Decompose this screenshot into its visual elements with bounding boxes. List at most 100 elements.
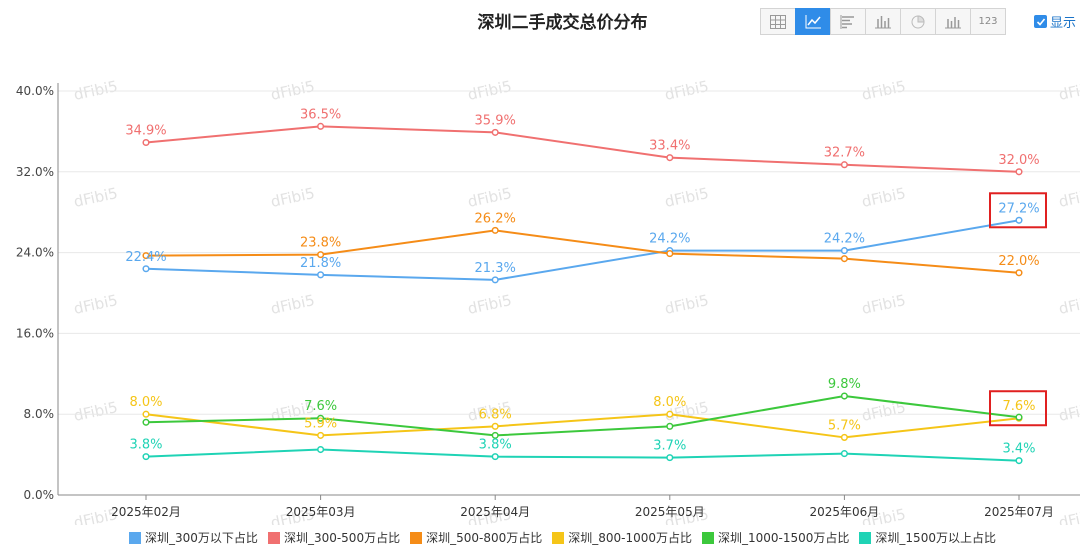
legend-label: 深圳_800-1000万占比 — [568, 531, 692, 545]
x-tick-label: 2025年03月 — [286, 505, 356, 519]
data-label: 22.4% — [125, 250, 166, 265]
data-label: 26.2% — [475, 211, 516, 226]
data-point — [317, 431, 325, 439]
data-point — [840, 433, 848, 441]
data-point — [1015, 168, 1023, 176]
watermark-text: dFibi5 — [663, 291, 710, 318]
data-label: 8.0% — [653, 395, 686, 410]
data-point — [142, 265, 150, 273]
pie-chart-icon — [911, 14, 925, 28]
table-icon — [770, 14, 786, 29]
watermark-text: dFibi5 — [860, 77, 907, 104]
legend-swatch — [129, 531, 142, 544]
show-values-toggle[interactable]: 显示 — [1034, 12, 1076, 31]
legend-item[interactable]: 深圳_300万以下占比 — [129, 529, 258, 546]
series-line — [145, 448, 1020, 462]
legend-item[interactable]: 深圳_1000-1500万占比 — [702, 529, 849, 546]
chart-type-toolbar: 123 — [760, 8, 1006, 36]
data-label: 23.8% — [300, 236, 341, 251]
data-point — [491, 128, 499, 136]
y-tick-label: 32.0% — [16, 165, 54, 179]
x-tick-label: 2025年06月 — [809, 505, 879, 519]
series-line — [145, 413, 1020, 439]
legend-label: 深圳_1500万以上占比 — [875, 531, 996, 545]
data-point — [491, 226, 499, 234]
pie-chart-button[interactable] — [900, 8, 936, 35]
data-point — [317, 414, 325, 422]
data-label: 21.8% — [300, 256, 341, 271]
x-tick-label: 2025年07月 — [984, 505, 1054, 519]
watermark-text: dFibi5 — [466, 184, 513, 211]
stacked-bar-icon — [945, 16, 961, 28]
data-point — [666, 422, 674, 430]
legend-swatch — [410, 531, 423, 544]
data-label: 21.3% — [475, 261, 516, 276]
data-point — [1015, 216, 1023, 224]
data-label: 35.9% — [475, 113, 516, 128]
data-point — [666, 154, 674, 162]
legend-swatch — [702, 531, 714, 544]
legend-item[interactable]: 深圳_800-1000万占比 — [552, 529, 692, 546]
highlight-layer — [989, 192, 1047, 427]
data-point — [840, 247, 848, 255]
data-label: 3.4% — [1002, 442, 1035, 457]
data-label: 36.5% — [300, 107, 341, 122]
legend-item[interactable]: 深圳_300-500万占比 — [267, 529, 401, 546]
data-point — [840, 450, 848, 458]
watermark-text: dFibi5 — [1057, 77, 1080, 104]
data-label: 24.2% — [649, 232, 690, 247]
watermark-text: dFibi5 — [72, 77, 119, 104]
watermark-text: dFibi5 — [72, 184, 119, 211]
data-point — [317, 251, 325, 259]
data-label: 9.8% — [828, 377, 861, 392]
data-point — [142, 453, 150, 461]
data-label: 7.6% — [1002, 399, 1035, 414]
number-view-button[interactable]: 123 — [970, 8, 1006, 35]
data-point — [666, 454, 674, 462]
watermark-text: dFibi5 — [466, 77, 513, 104]
watermark-text: dFibi5 — [663, 77, 710, 104]
series-line — [145, 229, 1020, 274]
data-label: 7.6% — [304, 399, 337, 414]
data-label: 6.8% — [479, 407, 512, 422]
y-tick-label: 16.0% — [16, 326, 54, 340]
legend-item[interactable]: 深圳_500-800万占比 — [410, 529, 542, 546]
highlight-box — [989, 192, 1047, 229]
bar-chart-icon — [875, 15, 891, 28]
data-point — [666, 250, 674, 258]
chart-title: 深圳二手成交总价分布 — [477, 13, 648, 33]
legend-item[interactable]: 深圳_1500万以上占比 — [859, 529, 996, 546]
data-label: 5.9% — [304, 416, 337, 431]
watermark-text: dFibi5 — [1057, 184, 1080, 211]
data-point — [1015, 457, 1023, 465]
data-point — [491, 431, 499, 439]
data-label: 34.9% — [125, 124, 166, 139]
series-line — [145, 125, 1020, 173]
data-point — [142, 252, 150, 260]
data-point — [840, 161, 848, 169]
watermark-text: dFibi5 — [72, 398, 119, 425]
checkbox-checked-icon[interactable] — [1034, 15, 1047, 28]
watermark-text: dFibi5 — [1057, 398, 1080, 425]
watermark-text: dFibi5 — [269, 291, 316, 318]
data-label: 5.7% — [828, 418, 861, 433]
show-values-label: 显示 — [1050, 16, 1077, 31]
data-label: 3.7% — [653, 439, 686, 454]
legend-label: 深圳_1000-1500万占比 — [718, 531, 850, 545]
stacked-bar-button[interactable] — [935, 8, 971, 35]
data-point — [142, 418, 150, 426]
horizontal-bar-button[interactable] — [830, 8, 866, 35]
data-label: 33.4% — [649, 139, 690, 154]
data-point — [840, 255, 848, 263]
data-point — [1015, 269, 1023, 277]
series-line — [145, 219, 1020, 281]
legend-label: 深圳_300-500万占比 — [283, 531, 401, 545]
data-point — [491, 422, 499, 430]
series-line — [145, 395, 1020, 437]
line-chart-icon — [805, 14, 821, 28]
data-point — [840, 392, 848, 400]
data-point — [317, 446, 325, 454]
data-point — [491, 453, 499, 461]
line-chart-button[interactable] — [795, 8, 831, 35]
highlight-box — [989, 390, 1047, 427]
